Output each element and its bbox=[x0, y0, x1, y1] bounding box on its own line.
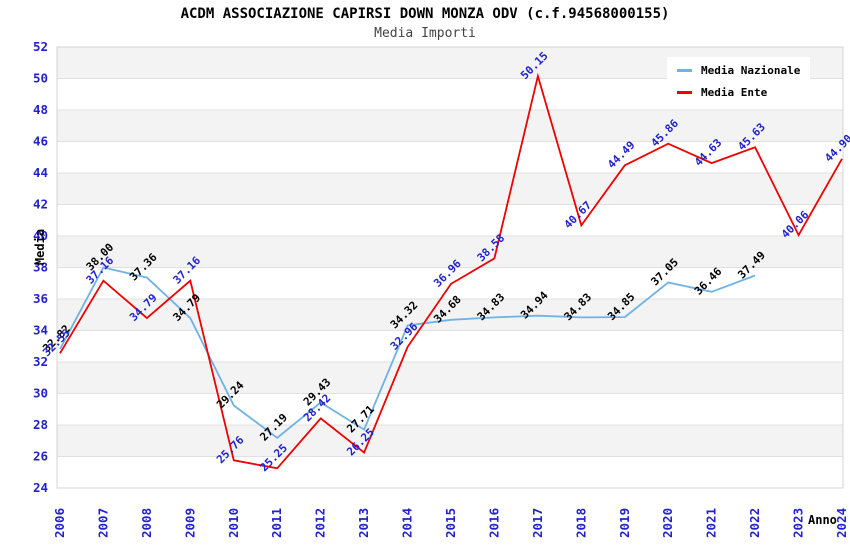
y-tick-label: 38 bbox=[33, 260, 48, 275]
x-tick-label: 2024 bbox=[834, 508, 849, 538]
x-tick-label: 2015 bbox=[443, 508, 458, 538]
gridlines bbox=[57, 78, 843, 457]
plot-band bbox=[57, 141, 843, 173]
plot-band bbox=[57, 110, 843, 142]
x-tick-label: 2019 bbox=[617, 508, 632, 538]
legend-swatch-media-nazionale bbox=[677, 69, 692, 72]
x-tick-label: 2007 bbox=[95, 508, 110, 538]
x-tick-label: 2021 bbox=[704, 508, 719, 538]
y-axis-tick-labels: 24 26 28 30 32 34 36 38 40 42 44 46 48 50 52 bbox=[33, 39, 48, 495]
legend-item-media-ente: Media Ente bbox=[677, 86, 800, 99]
x-tick-label: 2009 bbox=[182, 508, 197, 538]
x-tick-label: 2016 bbox=[486, 508, 501, 538]
x-axis-title: Anno bbox=[808, 513, 837, 527]
x-tick-label: 2011 bbox=[269, 508, 284, 538]
x-axis-tick-labels: 2006 2007 2008 2009 2010 2011 2012 2013 2014 2015… bbox=[52, 508, 849, 538]
x-tick-label: 2017 bbox=[530, 508, 545, 538]
x-tick-label: 2013 bbox=[356, 508, 371, 538]
plot-band bbox=[57, 173, 843, 205]
plot-band bbox=[57, 425, 843, 457]
x-tick-label: 2006 bbox=[52, 508, 67, 538]
y-tick-label: 44 bbox=[33, 165, 48, 180]
y-tick-label: 52 bbox=[33, 39, 48, 54]
y-tick-label: 32 bbox=[33, 354, 48, 369]
series-line-media-ente bbox=[59, 72, 843, 470]
plot-band bbox=[57, 362, 843, 394]
y-tick-label: 36 bbox=[33, 291, 48, 306]
y-tick-label: 42 bbox=[33, 197, 48, 212]
x-tick-label: 2023 bbox=[791, 508, 806, 538]
y-tick-label: 48 bbox=[33, 102, 48, 117]
legend-label: Media Nazionale bbox=[701, 64, 801, 77]
plot-band bbox=[57, 330, 843, 362]
y-tick-label: 34 bbox=[33, 323, 48, 338]
y-tick-label: 30 bbox=[33, 386, 48, 401]
y-tick-label: 26 bbox=[33, 449, 48, 464]
x-tick-label: 2018 bbox=[573, 508, 588, 538]
x-tick-label: 2010 bbox=[226, 508, 241, 538]
y-tick-label: 50 bbox=[33, 71, 48, 86]
legend-swatch-media-ente bbox=[677, 91, 692, 94]
plot-band bbox=[57, 456, 843, 488]
y-tick-label: 24 bbox=[33, 480, 48, 495]
legend-item-media-nazionale: Media Nazionale bbox=[677, 64, 800, 77]
series-line-media-nazionale bbox=[59, 266, 756, 439]
chart-subtitle: Media Importi bbox=[374, 26, 476, 41]
y-tick-label: 40 bbox=[33, 228, 48, 243]
plot-border bbox=[56, 46, 844, 489]
plot-band bbox=[57, 236, 843, 268]
x-tick-label: 2008 bbox=[139, 508, 154, 538]
plot-band bbox=[57, 204, 843, 236]
legend-label: Media Ente bbox=[701, 86, 768, 99]
chart-title: ACDM ASSOCIAZIONE CAPIRSI DOWN MONZA ODV… bbox=[180, 6, 670, 22]
legend: Media Nazionale Media Ente bbox=[667, 57, 811, 106]
x-tick-label: 2020 bbox=[660, 508, 675, 538]
x-tick-label: 2022 bbox=[747, 508, 762, 538]
x-tick-label: 2014 bbox=[400, 508, 415, 538]
y-tick-label: 46 bbox=[33, 134, 48, 149]
x-tick-label: 2012 bbox=[313, 508, 328, 538]
y-tick-label: 28 bbox=[33, 417, 48, 432]
plot-band bbox=[57, 393, 843, 425]
y-axis-title: Media bbox=[33, 228, 47, 266]
